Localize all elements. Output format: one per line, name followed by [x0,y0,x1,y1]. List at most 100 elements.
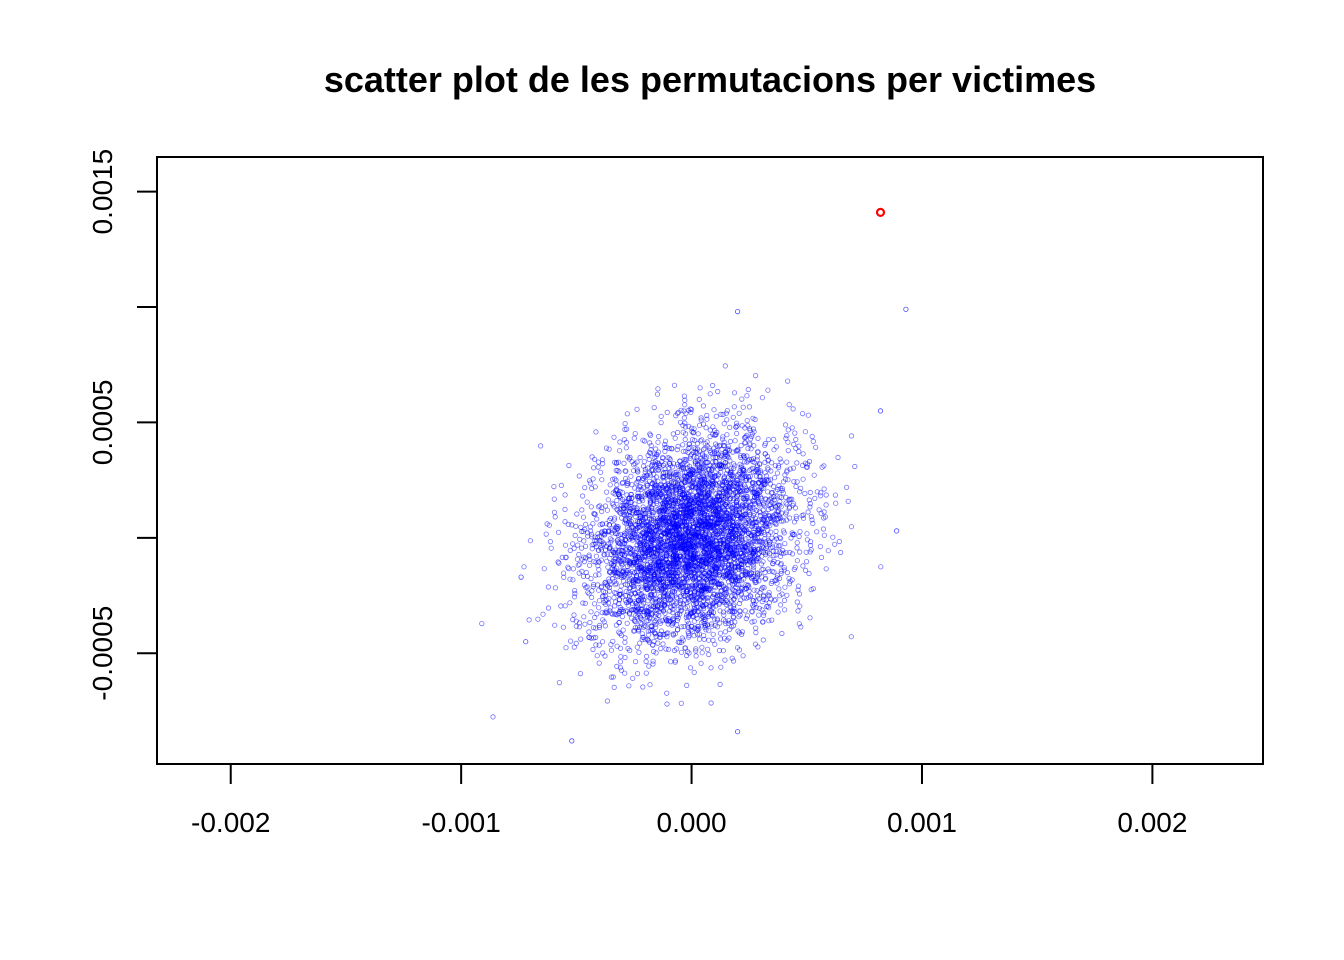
permutation-point [623,445,629,451]
permutation-point [684,623,691,629]
permutation-point [741,595,747,601]
permutation-point [548,545,554,551]
permutation-point [588,575,594,582]
permutation-point [589,534,595,540]
permutation-point [641,622,647,628]
permutation-point [744,613,751,619]
permutation-point [749,619,755,625]
permutation-point [660,488,667,494]
permutation-point [714,443,720,449]
permutation-point [595,587,602,593]
permutation-point [843,484,850,490]
permutation-point [750,426,757,432]
permutation-point [591,635,597,641]
permutation-point [577,536,583,543]
permutation-point [719,453,725,459]
permutation-point [784,459,790,465]
permutation-point [761,481,768,487]
permutation-point [725,620,732,627]
permutation-point [651,497,657,504]
permutation-point [680,601,687,607]
permutation-point [667,460,673,466]
permutation-point [665,646,672,653]
permutation-point [618,654,624,660]
permutation-point [654,452,660,458]
permutation-point [774,503,780,509]
permutation-point [712,641,718,647]
permutation-point [776,586,782,592]
permutation-point [596,622,603,629]
permutation-point [582,621,588,627]
permutation-point [745,565,751,572]
permutation-point [601,619,607,625]
permutation-point [805,412,812,418]
permutation-point [571,587,578,594]
permutation-point [577,670,584,677]
permutation-point [541,566,547,572]
permutation-point [693,648,699,654]
permutation-point [613,622,620,628]
permutation-point [717,442,723,448]
permutation-point [779,486,786,492]
permutation-point [637,454,643,461]
permutation-point [680,442,686,448]
permutation-point [586,629,592,635]
permutation-point [663,510,670,516]
permutation-point [629,568,636,574]
permutation-point [691,669,697,676]
permutation-point [759,395,766,401]
permutation-point [642,466,649,472]
permutation-point [794,558,801,564]
permutation-point [590,646,596,653]
permutation-point [582,521,589,528]
permutation-point [631,435,637,441]
permutation-point [570,566,577,572]
permutation-point [641,438,648,444]
permutation-point [599,508,605,514]
permutation-point [729,509,736,516]
permutation-point [622,426,628,433]
permutation-point [724,432,730,438]
permutation-point [588,504,594,510]
permutation-point [595,582,601,588]
permutation-point [817,493,824,499]
permutation-point [626,496,632,502]
permutation-point [717,608,723,614]
permutation-point [781,597,788,604]
permutation-point [795,608,801,614]
permutation-point [697,455,703,461]
permutation-point [699,644,705,650]
permutation-point [805,509,811,515]
permutation-point [697,557,703,564]
permutation-point [752,372,759,379]
permutation-point [605,497,611,503]
permutation-point [526,617,532,623]
permutation-point [616,448,623,454]
permutation-point [814,529,820,535]
permutation-point [654,500,660,507]
permutation-point [765,465,771,471]
permutation-point [575,562,581,568]
permutation-point [622,597,629,604]
permutation-point [667,659,674,665]
permutation-point [730,414,736,420]
permutation-point [595,464,601,470]
permutation-point [686,598,692,604]
permutation-point [781,530,787,536]
permutation-point [698,459,704,465]
permutation-point [600,650,606,656]
permutation-point [738,442,744,449]
permutation-point [699,611,705,617]
permutation-point [807,500,813,507]
permutation-point [593,541,599,547]
permutation-point [678,624,685,630]
permutation-point [687,665,694,671]
permutation-point [639,636,645,643]
permutation-point [755,546,761,552]
permutation-point [803,558,810,565]
permutation-point [638,584,644,590]
permutation-point [718,452,724,458]
permutation-point [774,470,781,476]
permutation-point [802,567,809,574]
